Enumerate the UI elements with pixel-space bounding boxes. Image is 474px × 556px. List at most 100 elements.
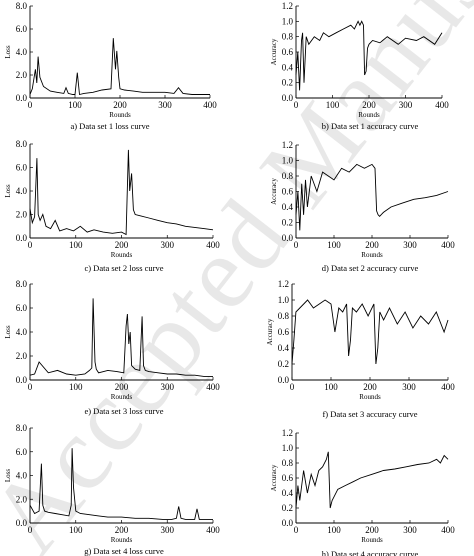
y-tick-label: 8.0	[16, 1, 28, 11]
x-tick-label: 0	[294, 525, 299, 535]
y-tick-label: 0.6	[282, 187, 294, 197]
x-tick-label: 200	[115, 382, 129, 392]
x-tick-label: 200	[113, 100, 127, 110]
y-tick-label: 1.2	[282, 1, 293, 11]
x-tick-label: 400	[206, 525, 220, 535]
x-tick-label: 0	[28, 240, 33, 250]
y-tick-label: 1.2	[282, 428, 293, 438]
y-tick-label: 0.8	[282, 458, 294, 468]
x-tick-label: 300	[161, 525, 175, 535]
x-axis-label: Rounds	[111, 393, 133, 401]
series-line-b	[295, 20, 443, 91]
x-tick-label: 300	[403, 525, 417, 535]
chart-panel-f: 0.0 0.2 0.4 0.6 0.8 1.0 1.2 0 100 200 300 400 Rounds…	[266, 279, 455, 419]
y-tick-label: 0.2	[282, 503, 293, 513]
series-line-h	[295, 451, 449, 509]
x-tick-label: 0	[28, 100, 33, 110]
x-axis-label: Rounds	[359, 393, 381, 401]
y-tick-label: 2.0	[16, 351, 28, 361]
x-tick-label: 100	[327, 525, 341, 535]
series-line-e	[29, 298, 213, 377]
chart-panels: 0.0 2.0 4.0 6.0 8.0 0 100 200 300 400 Rounds Loss a)…	[4, 1, 455, 556]
x-tick-label: 400	[206, 240, 220, 250]
chart-panel-c: 0.0 2.0 4.0 6.0 8.0 0 100 200 300 400 Rounds Loss c)…	[4, 139, 220, 273]
y-axis-label: Accuracy	[270, 38, 278, 65]
panel-caption: a) Data set 1 loss curve	[70, 121, 149, 131]
x-tick-label: 100	[69, 240, 83, 250]
series-line-d	[295, 163, 449, 231]
x-tick-label: 0	[28, 382, 33, 392]
x-tick-label: 100	[69, 382, 83, 392]
y-axis-label: Loss	[4, 184, 12, 198]
x-tick-label: 100	[327, 240, 341, 250]
x-tick-label: 300	[158, 100, 172, 110]
x-axis-label: Rounds	[358, 111, 380, 119]
panel-caption: e) Data set 3 loss curve	[84, 406, 163, 416]
x-tick-label: 0	[28, 525, 33, 535]
y-tick-label: 0.8	[282, 32, 294, 42]
y-tick-label: 0.4	[278, 343, 290, 353]
series-line-f	[291, 299, 449, 365]
y-tick-label: 4.0	[16, 471, 28, 481]
y-tick-label: 1.0	[278, 295, 290, 305]
y-tick-label: 0.0	[16, 233, 28, 243]
y-tick-label: 0.0	[282, 518, 294, 528]
series-line-a	[29, 38, 210, 96]
y-tick-label: 6.0	[16, 24, 28, 34]
y-tick-label: 4.0	[16, 186, 28, 196]
x-tick-label: 200	[362, 100, 376, 110]
y-tick-label: 2.0	[16, 70, 28, 80]
y-tick-label: 0.4	[282, 202, 294, 212]
x-tick-label: 300	[399, 100, 413, 110]
x-tick-label: 400	[441, 240, 455, 250]
y-tick-label: 1.2	[278, 279, 289, 289]
y-tick-label: 2.0	[16, 210, 28, 220]
y-tick-label: 0.0	[282, 93, 294, 103]
x-axis-label: Rounds	[111, 251, 133, 259]
y-tick-label: 1.0	[282, 156, 294, 166]
y-tick-label: 0.6	[282, 47, 294, 57]
y-tick-label: 0.6	[282, 473, 294, 483]
chart-panel-a: 0.0 2.0 4.0 6.0 8.0 0 100 200 300 400 Rounds Loss a)…	[4, 1, 217, 131]
chart-panel-e: 0.0 2.0 4.0 6.0 8.0 0 100 200 300 400 Rounds Loss e)…	[4, 279, 220, 416]
y-axis-label: Accuracy	[270, 178, 278, 205]
x-tick-label: 300	[402, 382, 416, 392]
y-tick-label: 6.0	[16, 447, 28, 457]
y-tick-label: 0.2	[282, 78, 293, 88]
y-tick-label: 2.0	[16, 494, 28, 504]
panel-caption: c) Data set 2 loss curve	[84, 263, 163, 273]
y-tick-label: 4.0	[16, 47, 28, 57]
panel-caption: b) Data set 1 accuracy curve	[322, 121, 419, 131]
x-tick-label: 200	[363, 382, 377, 392]
y-tick-label: 0.4	[282, 62, 294, 72]
series-line-c	[29, 149, 214, 236]
x-tick-label: 400	[435, 100, 449, 110]
x-tick-label: 200	[115, 240, 129, 250]
y-tick-label: 0.0	[16, 375, 28, 385]
x-axis-label: Rounds	[111, 536, 133, 544]
x-tick-label: 200	[365, 240, 379, 250]
x-axis-label: Rounds	[361, 251, 383, 259]
y-tick-label: 4.0	[16, 327, 28, 337]
y-tick-label: 0.0	[16, 93, 28, 103]
chart-panel-h: 0.0 0.2 0.4 0.6 0.8 1.0 1.2 0 100 200 300 400 Rounds…	[270, 428, 455, 556]
y-axis-label: Loss	[4, 325, 12, 339]
x-tick-label: 100	[326, 100, 340, 110]
y-tick-label: 0.8	[282, 171, 294, 181]
x-tick-label: 400	[441, 525, 455, 535]
panel-caption: g) Data set 4 loss curve	[84, 546, 164, 556]
x-tick-label: 200	[115, 525, 129, 535]
y-tick-label: 0.6	[278, 327, 290, 337]
y-axis-label: Accuracy	[266, 318, 274, 345]
x-tick-label: 300	[161, 382, 175, 392]
y-tick-label: 1.0	[282, 16, 294, 26]
x-tick-label: 400	[441, 382, 455, 392]
chart-panel-b: 0.0 0.2 0.4 0.6 0.8 1.0 1.2 0 100 200 300 400 Rounds…	[270, 1, 449, 131]
y-tick-label: 8.0	[16, 279, 28, 289]
y-tick-label: 0.2	[282, 218, 293, 228]
y-tick-label: 6.0	[16, 303, 28, 313]
x-tick-label: 100	[69, 525, 83, 535]
x-tick-label: 300	[403, 240, 417, 250]
y-tick-label: 0.0	[278, 375, 290, 385]
